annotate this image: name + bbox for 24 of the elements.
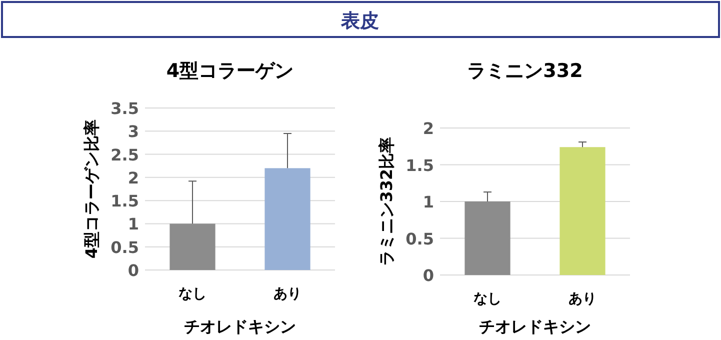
chart-title: ラミニン332 (467, 60, 583, 82)
text: 表皮 (340, 10, 379, 32)
y-tick-label: 1.5 (406, 156, 434, 175)
y-tick-label: 0.5 (406, 229, 434, 248)
y-axis-title: 4型コラーゲン比率 (82, 119, 101, 259)
x-axis-title: チオレドキシン (184, 317, 296, 336)
y-tick-label: 1 (128, 214, 139, 234)
x-tick-label: あり (274, 286, 302, 302)
y-tick-label: 2 (422, 119, 434, 138)
y-tick-label: 1.5 (110, 192, 139, 211)
y-tick-label: 3 (128, 122, 139, 142)
y-tick-label: 1 (422, 192, 434, 212)
y-tick-label: 0 (422, 266, 434, 285)
y-tick-label: 3.5 (110, 99, 139, 118)
y-tick-label: 2.5 (110, 145, 139, 164)
y-tick-label: 0.5 (110, 238, 139, 257)
x-tick-label: なし (474, 291, 502, 307)
y-tick-label: 0 (128, 261, 139, 280)
y-tick-label: 2 (128, 168, 139, 188)
x-tick-label: あり (568, 291, 596, 307)
x-tick-label: なし (178, 286, 206, 302)
y-axis-title: ラミニン332比率 (377, 136, 396, 266)
chart-title: 4型コラーゲン (166, 60, 294, 82)
x-axis-title: チオレドキシン (479, 317, 591, 336)
